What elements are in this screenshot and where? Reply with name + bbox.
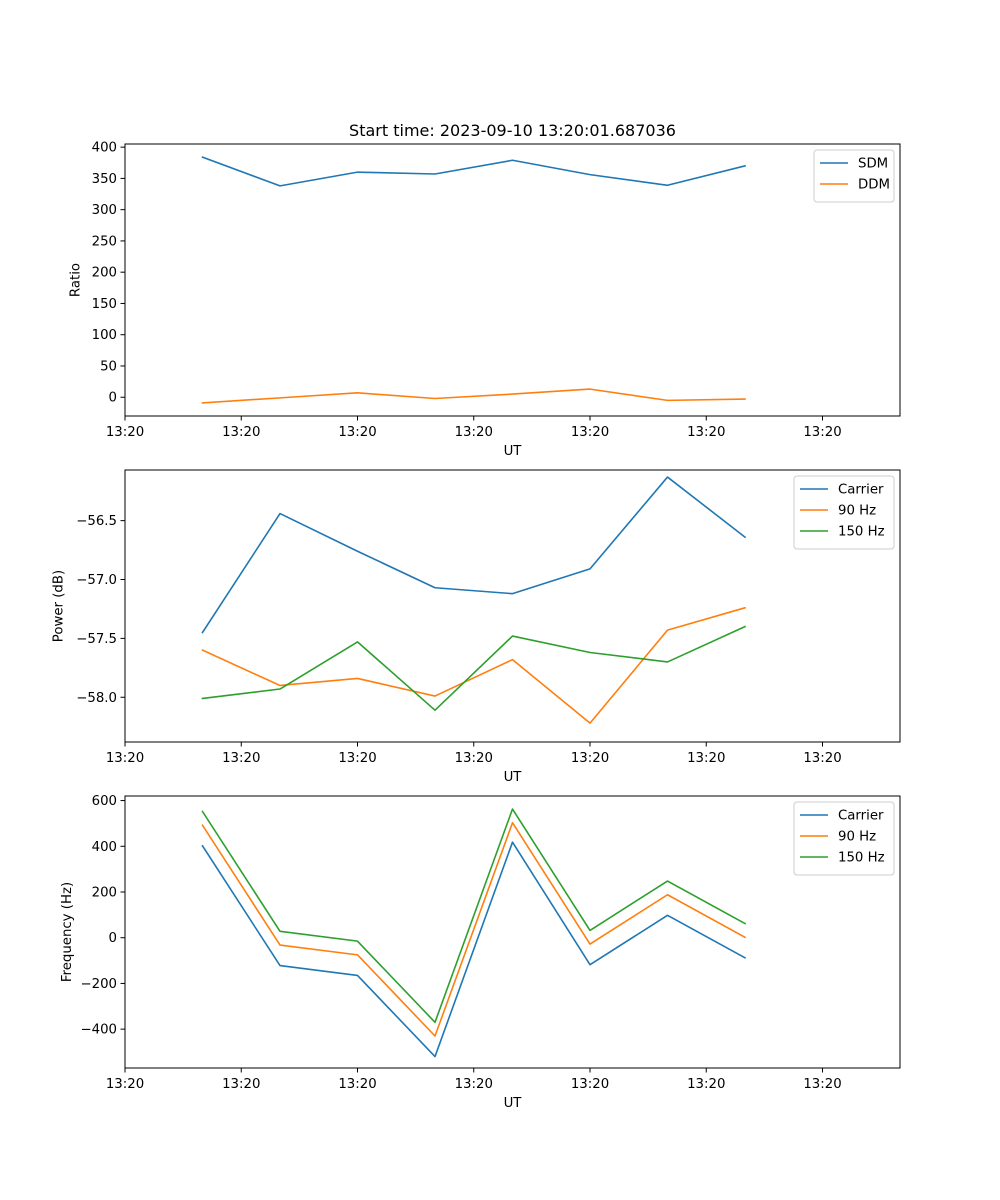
ratio-x-axis-label: UT [504,444,523,459]
figure-title: Start time: 2023-09-10 13:20:01.687036 [349,121,676,140]
frequency-x-axis-label: UT [504,1096,523,1111]
power-x-tick-label: 13:20 [571,751,609,766]
ratio-y-tick-label: 150 [92,297,117,312]
ratio-legend-label-sdm: SDM [858,157,888,172]
ratio-y-tick-label: 350 [92,172,117,187]
frequency-legend-label-carrier: Carrier [838,809,884,824]
ratio-legend: SDM DDM [813,149,895,203]
power-y-axis-label: Power (dB) [52,570,67,642]
ratio-x-tick-label: 13:20 [106,425,144,440]
ratio-chart: 13:20 13:20 13:20 13:20 13:20 13:20 13:20 0 50 10… [69,141,901,459]
frequency-series-150-hz-line [201,808,747,1024]
frequency-x-tick-label: 13:20 [222,1077,260,1092]
power-legend-label-carrier: Carrier [838,483,884,498]
frequency-axes-frame [124,795,901,1069]
frequency-x-tick-label: 13:20 [803,1077,841,1092]
ratio-y-tick-label: 0 [109,391,117,406]
frequency-legend: Carrier 90 Hz 150 Hz [793,801,895,876]
power-legend-label-90-hz: 90 Hz [838,504,876,519]
frequency-x-tick-label: 13:20 [455,1077,493,1092]
chart-panels: 13:20 13:20 13:20 13:20 13:20 13:20 13:20 0 50 10… [52,141,901,1111]
ratio-series-ddm-line [201,388,746,404]
power-legend: Carrier 90 Hz 150 Hz [793,475,895,550]
power-y-tick-label: −58.0 [76,691,117,706]
power-legend-label-150-hz: 150 Hz [838,525,885,540]
frequency-y-axis-label: Frequency (Hz) [60,882,75,982]
frequency-legend-label-90-hz: 90 Hz [838,830,876,845]
frequency-x-tick-label: 13:20 [571,1077,609,1092]
power-y-tick-label: −57.5 [76,632,117,647]
power-x-tick-label: 13:20 [106,751,144,766]
ratio-y-tick-label: 100 [92,328,117,343]
ratio-legend-label-ddm: DDM [858,178,890,193]
power-x-tick-label: 13:20 [338,751,376,766]
power-y-tick-label: −57.0 [76,573,117,588]
frequency-y-tick-label: −200 [80,977,117,992]
power-x-tick-label: 13:20 [455,751,493,766]
power-x-tick-label: 13:20 [687,751,725,766]
ratio-x-tick-label: 13:20 [803,425,841,440]
ratio-y-tick-label: 50 [100,359,117,374]
power-series-150-hz-line [201,625,747,712]
ratio-y-tick-label: 250 [92,234,117,249]
frequency-series-90-hz-line [201,821,747,1037]
ratio-y-tick-label: 400 [92,141,117,156]
frequency-y-tick-label: −400 [80,1023,117,1038]
frequency-y-tick-label: 0 [109,931,117,946]
ratio-y-tick-label: 200 [92,266,117,281]
ratio-series-sdm-line [201,156,746,187]
ratio-x-tick-label: 13:20 [687,425,725,440]
frequency-y-tick-label: 200 [92,886,117,901]
ratio-x-tick-label: 13:20 [338,425,376,440]
ratio-x-tick-label: 13:20 [455,425,493,440]
power-x-tick-label: 13:20 [803,751,841,766]
ratio-x-tick-label: 13:20 [222,425,260,440]
power-x-axis-label: UT [504,770,523,785]
ratio-axes-frame [124,143,901,417]
frequency-chart: 13:20 13:20 13:20 13:20 13:20 13:20 13:20 −400 −… [60,794,901,1111]
frequency-y-tick-label: 400 [92,840,117,855]
ratio-y-axis-label: Ratio [69,263,84,297]
power-series-carrier-line [201,476,747,634]
power-series-90-hz-line [201,606,746,724]
frequency-legend-label-150-hz: 150 Hz [838,851,885,866]
frequency-series-carrier-line [201,841,747,1058]
power-y-tick-label: −56.5 [76,514,117,529]
frequency-x-tick-label: 13:20 [687,1077,725,1092]
power-x-tick-label: 13:20 [222,751,260,766]
frequency-y-tick-label: 600 [92,794,117,809]
power-axes-frame [124,469,901,743]
ratio-x-tick-label: 13:20 [571,425,609,440]
frequency-x-tick-label: 13:20 [106,1077,144,1092]
power-chart: 13:20 13:20 13:20 13:20 13:20 13:20 13:20 −58.0… [52,469,901,785]
ratio-y-tick-label: 300 [92,203,117,218]
frequency-x-tick-label: 13:20 [338,1077,376,1092]
